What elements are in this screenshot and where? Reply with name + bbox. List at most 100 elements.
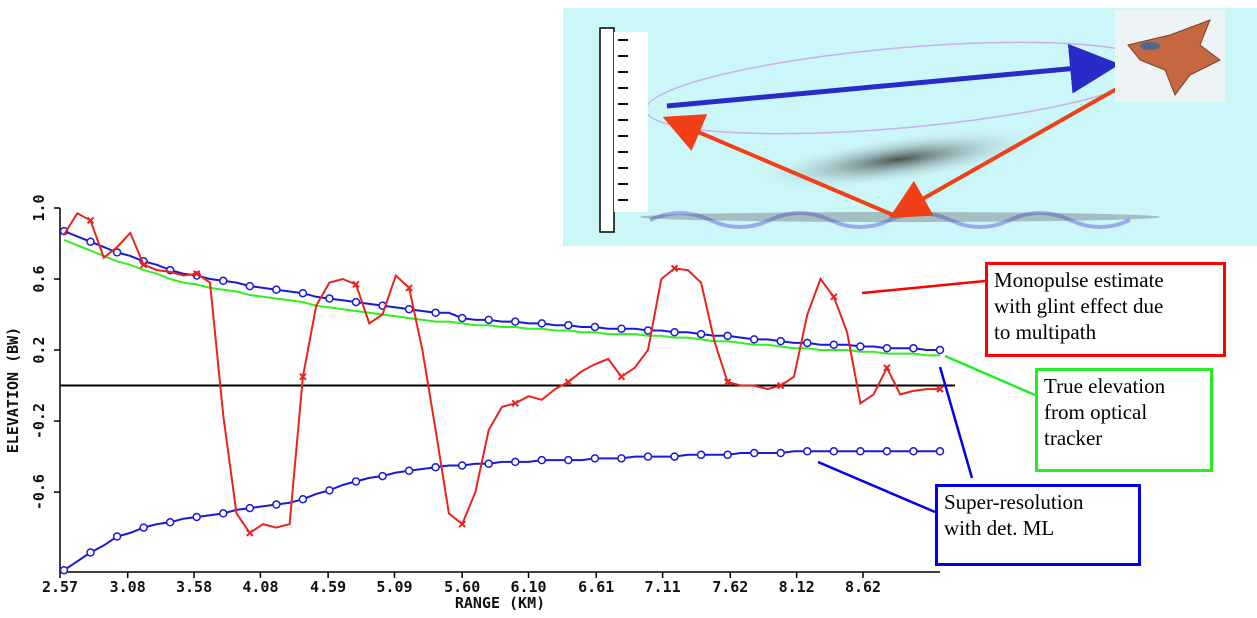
annotation-box: True elevation from optical tracker — [1035, 368, 1213, 472]
point-marker — [245, 503, 255, 513]
x-tick-label: 8.62 — [845, 578, 881, 596]
point-marker — [112, 248, 122, 257]
series-line — [63, 239, 940, 357]
x-tick-label: 4.59 — [310, 578, 346, 596]
point-marker — [696, 450, 706, 460]
array-symbols — [618, 39, 628, 201]
annotation-box: Monopulse estimate with glint effect due t… — [985, 262, 1226, 357]
point-marker — [325, 294, 334, 303]
point-marker — [776, 336, 785, 346]
point-marker — [617, 324, 626, 333]
point-marker — [670, 452, 679, 461]
point-marker — [643, 452, 653, 461]
annotation-text: with det. ML — [944, 516, 1055, 540]
point-marker — [405, 284, 413, 292]
x-tick-label: 2.57 — [42, 578, 78, 596]
point-marker — [86, 237, 95, 246]
connector — [944, 354, 1036, 397]
point-marker — [299, 372, 307, 381]
x-tick-label: 4.08 — [242, 578, 278, 596]
reflected-path-arrow — [889, 85, 1121, 218]
beam-shadow — [750, 127, 1048, 192]
point-marker — [351, 477, 361, 486]
y-tick-label: -0.2 — [30, 403, 48, 439]
point-marker — [829, 447, 839, 456]
point-marker — [829, 340, 839, 349]
point-marker — [298, 288, 308, 298]
y-tick-label: 0.2 — [30, 337, 48, 364]
x-tick-label: 6.10 — [510, 578, 546, 596]
point-marker — [112, 532, 122, 541]
y-tick-label: 0.6 — [30, 265, 48, 292]
point-marker — [696, 329, 706, 339]
point-marker — [564, 320, 573, 330]
point-marker — [325, 486, 334, 495]
point-marker — [484, 459, 493, 468]
connector — [817, 460, 936, 514]
point-marker — [511, 457, 520, 467]
point-marker — [404, 466, 414, 476]
array-elements — [614, 32, 648, 212]
point-marker — [537, 319, 547, 328]
plot-area: RANGE (KM) ELEVATION (BW) 1.0 0.6 0.2 -0.2 -… — [4, 194, 955, 612]
y-axis-title: ELEVATION (BW) — [4, 327, 22, 453]
series-line — [63, 450, 940, 572]
annotation-text: Super-resolution — [944, 490, 1084, 514]
y-tick-label: -0.6 — [30, 474, 48, 510]
point-marker — [936, 385, 944, 393]
point-marker — [882, 447, 892, 456]
point-marker — [935, 345, 945, 355]
point-marker — [165, 518, 175, 527]
x-tick-label: 5.60 — [444, 578, 480, 596]
annotation-box: Super-resolution with det. ML — [935, 484, 1141, 566]
connector — [861, 279, 986, 295]
point-marker — [617, 372, 626, 381]
point-marker — [909, 447, 918, 456]
point-marker — [564, 378, 573, 386]
point-marker — [777, 381, 785, 390]
point-marker — [723, 450, 732, 460]
point-marker — [776, 448, 785, 458]
series-line — [63, 211, 940, 535]
point-marker — [564, 455, 573, 465]
point-marker — [431, 462, 440, 472]
point-marker — [935, 447, 945, 456]
point-marker — [219, 276, 228, 286]
point-marker — [723, 331, 732, 341]
point-marker — [378, 471, 387, 481]
sea-waves — [649, 211, 1131, 229]
point-marker — [457, 313, 467, 323]
point-marker — [484, 315, 493, 325]
annotation-text: to multipath — [994, 320, 1097, 344]
point-marker — [882, 344, 892, 353]
point-marker — [590, 454, 600, 463]
annotation-connectors — [817, 279, 1036, 514]
point-marker — [272, 500, 281, 509]
point-marker — [909, 344, 918, 353]
point-marker — [511, 317, 520, 326]
direct-path-arrow — [666, 43, 1120, 109]
point-marker — [192, 512, 201, 522]
annotation-text: tracker — [1044, 426, 1103, 450]
point-marker — [245, 281, 255, 291]
point-marker — [59, 565, 69, 575]
x-tick-label: 7.11 — [645, 578, 681, 596]
point-marker — [856, 447, 865, 456]
point-marker — [590, 322, 600, 332]
series-line — [63, 230, 940, 351]
annotation-text: with glint effect due — [994, 294, 1164, 318]
point-marker — [723, 378, 732, 386]
point-marker — [883, 364, 891, 372]
point-marker — [351, 297, 361, 307]
point-marker — [511, 399, 519, 408]
point-marker — [246, 529, 254, 537]
point-marker — [617, 454, 626, 463]
x-axis-title: RANGE (KM) — [455, 594, 545, 612]
point-marker — [139, 261, 148, 269]
x-tick-label: 3.08 — [110, 578, 146, 596]
x-tick-label: 8.12 — [779, 578, 815, 596]
annotation-text: Monopulse estimate — [994, 268, 1164, 292]
point-marker — [352, 280, 360, 289]
